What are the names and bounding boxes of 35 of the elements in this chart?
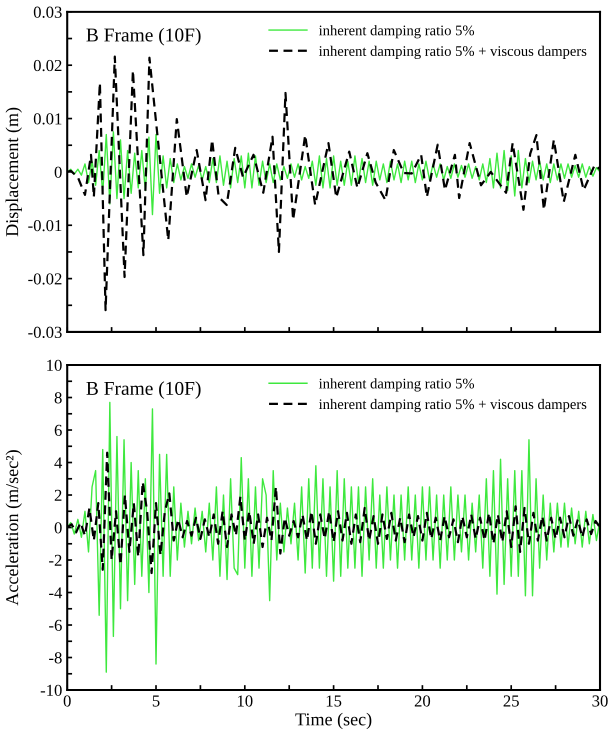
y-tick-label: 10 (47, 360, 62, 371)
y-tick-label: -2 (49, 554, 62, 566)
y-axis-title: Displacement (m) (6, 108, 22, 236)
y-tick-label: -4 (49, 587, 62, 598)
x-tick-label: 10 (238, 695, 253, 707)
y-tick-label: 6 (54, 424, 62, 436)
legend-label: inherent damping ratio 5% (318, 378, 474, 392)
y-tick-label: 4 (54, 457, 62, 468)
legend-label: inherent damping ratio 5% + viscous dampers (318, 398, 586, 412)
legend-label: inherent damping ratio 5% + viscous dampers (318, 46, 586, 59)
y-tick-label: 0.03 (34, 6, 62, 18)
text: B Frame (10F) (86, 381, 201, 399)
y-tick-label: -6 (49, 620, 62, 631)
y-tick-label: 0 (54, 166, 62, 178)
x-tick-label: 25 (504, 695, 519, 707)
x-tick-label: 15 (326, 695, 342, 707)
y-tick-label: 2 (54, 490, 62, 501)
y-tick-label: 8 (54, 392, 62, 404)
y-tick-label: -0.03 (28, 326, 62, 338)
line-series (67, 131, 600, 216)
y-tick-label: 0.02 (34, 60, 62, 72)
x-tick-label: 0 (64, 695, 71, 707)
text: B Frame (10F) (86, 28, 201, 46)
legend-label: inherent damping ratio 5% (318, 25, 474, 38)
y-tick-label: -0.01 (28, 220, 62, 232)
y-tick-label: -0.02 (28, 273, 62, 285)
x-tick-label: 30 (592, 695, 608, 707)
y-axis-title: Acceleration (m/sec²) (6, 450, 22, 606)
y-tick-label: -10 (40, 684, 62, 696)
y-tick-label: -8 (49, 652, 62, 664)
y-tick-label: 0 (54, 522, 62, 534)
x-axis-title: Time (sec) (295, 712, 372, 730)
x-tick-label: 20 (414, 695, 430, 707)
x-tick-label: 5 (152, 696, 160, 707)
y-tick-label: 0.01 (34, 113, 62, 125)
